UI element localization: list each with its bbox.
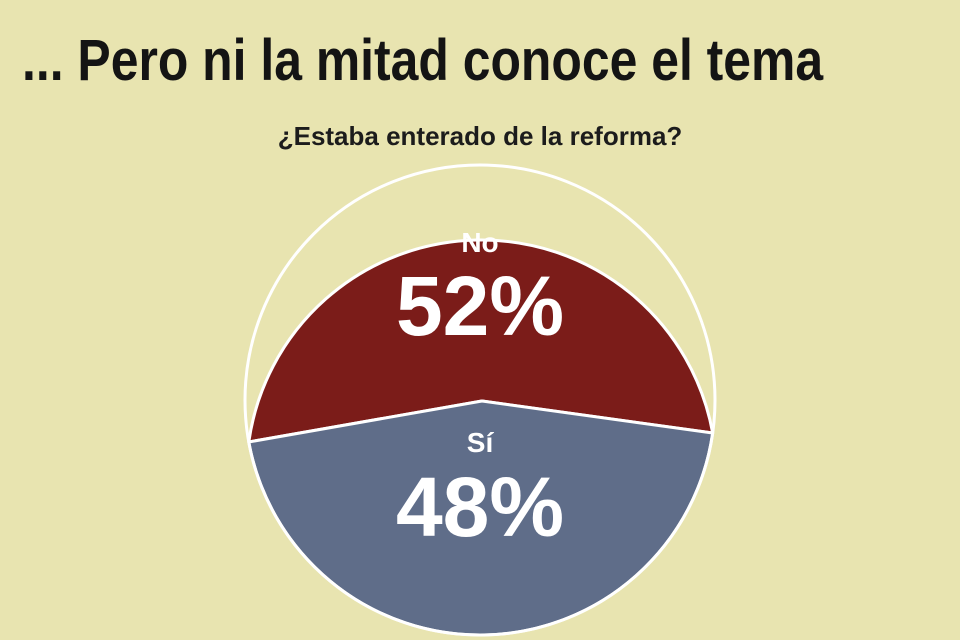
- pie-outline: [243, 163, 717, 637]
- chart-title: ... Pero ni la mitad conoce el tema: [22, 28, 824, 93]
- slice-value-si: 48%: [396, 460, 564, 554]
- slice-label-no: No: [461, 227, 498, 258]
- slice-value-no: 52%: [396, 259, 564, 353]
- pie-slice-no: [247, 238, 715, 444]
- slice-label-si: Sí: [467, 427, 495, 458]
- chart-subtitle: ¿Estaba enterado de la reforma?: [277, 121, 683, 151]
